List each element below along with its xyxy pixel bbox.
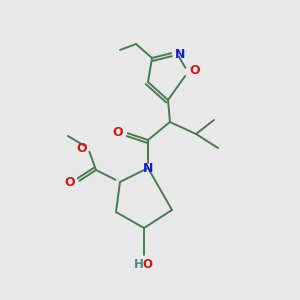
Text: O: O (65, 176, 75, 190)
Text: O: O (113, 125, 123, 139)
Text: O: O (190, 64, 200, 76)
Text: O: O (77, 142, 87, 154)
Text: O: O (142, 259, 152, 272)
Text: N: N (143, 161, 153, 175)
Text: H: H (134, 259, 144, 272)
Text: N: N (175, 47, 185, 61)
